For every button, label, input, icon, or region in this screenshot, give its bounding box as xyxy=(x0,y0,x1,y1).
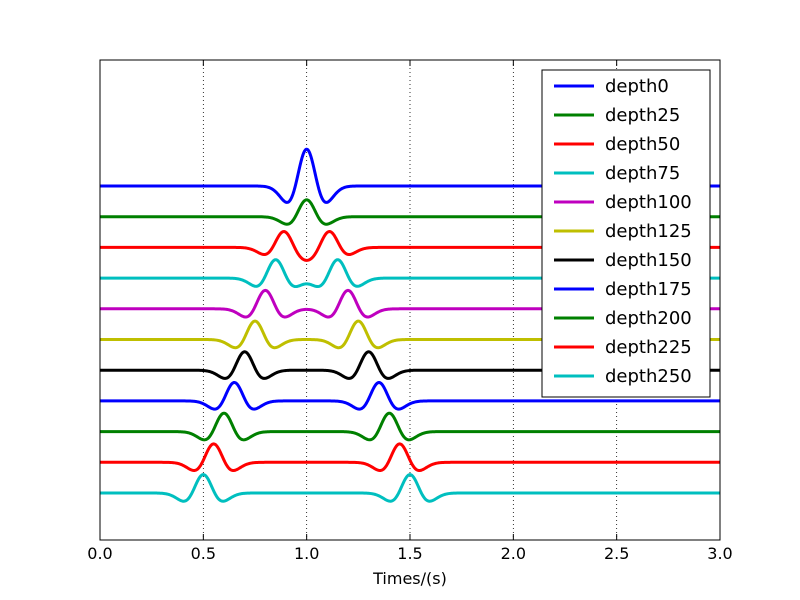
legend-label-depth250: depth250 xyxy=(605,366,692,387)
legend-label-depth25: depth25 xyxy=(605,105,680,126)
legend-box xyxy=(541,69,711,398)
x-tick-label: 0.5 xyxy=(191,544,216,563)
legend-label-depth0: depth0 xyxy=(605,76,669,97)
legend-label-depth75: depth75 xyxy=(605,163,680,184)
x-tick-label: 3.0 xyxy=(707,544,732,563)
legend: depth0 depth25 depth50 depth75 depth100 depth… xyxy=(541,69,711,398)
x-axis: 0.0 0.5 1.0 1.5 2.0 2.5 3.0 xyxy=(87,60,733,563)
legend-label-depth225: depth225 xyxy=(605,337,692,358)
x-axis-label: Times/(s) xyxy=(372,569,447,588)
x-tick-label: 1.0 xyxy=(294,544,319,563)
legend-label-depth50: depth50 xyxy=(605,134,680,155)
x-tick-label: 2.5 xyxy=(604,544,629,563)
series-line-depth175 xyxy=(99,380,721,411)
x-tick-label: 2.0 xyxy=(501,544,526,563)
series-line-depth200 xyxy=(99,411,721,442)
series-line-depth250 xyxy=(99,473,721,503)
legend-label-depth200: depth200 xyxy=(605,308,692,329)
legend-label-depth150: depth150 xyxy=(605,250,692,271)
legend-label-depth100: depth100 xyxy=(605,192,692,213)
series-line-depth225 xyxy=(99,442,721,473)
x-tick-label: 0.0 xyxy=(87,544,112,563)
legend-label-depth125: depth125 xyxy=(605,221,692,242)
x-tick-label: 1.5 xyxy=(397,544,422,563)
legend-label-depth175: depth175 xyxy=(605,279,692,300)
